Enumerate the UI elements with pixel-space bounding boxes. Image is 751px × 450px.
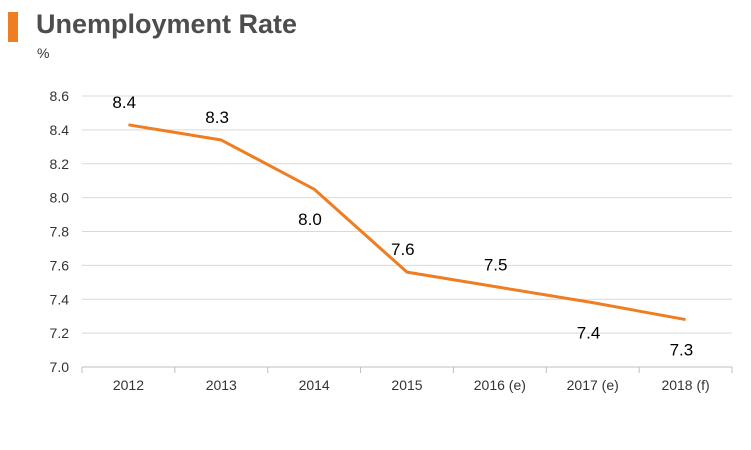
x-tick-label: 2012 xyxy=(113,377,144,393)
chart-title: Unemployment Rate xyxy=(36,9,298,39)
y-axis-unit: % xyxy=(37,45,50,61)
y-tick-label: 7.4 xyxy=(50,291,70,307)
gridlines xyxy=(82,95,732,368)
y-axis-ticks: 7.0 7.2 7.4 7.6 7.8 8.0 8.2 8.4 8.6 xyxy=(50,88,70,375)
y-tick-label: 7.2 xyxy=(50,325,70,341)
y-tick-label: 7.8 xyxy=(50,224,70,240)
data-label: 8.4 xyxy=(112,93,136,112)
data-label: 7.5 xyxy=(484,255,508,274)
x-tick-label: 2018 (f) xyxy=(661,377,709,393)
y-tick-label: 8.2 xyxy=(50,156,70,172)
x-axis xyxy=(81,366,733,373)
data-label: 8.3 xyxy=(205,108,229,127)
series-unemployment xyxy=(128,123,686,322)
y-tick-label: 8.0 xyxy=(50,190,70,206)
x-axis-ticks: 2012 2013 2014 2015 2016 (e) 2017 (e) 2018 (f) xyxy=(113,377,710,393)
x-tick-label: 2017 (e) xyxy=(567,377,619,393)
data-label: 8.0 xyxy=(298,210,322,229)
title-accent-bar xyxy=(8,12,18,42)
data-label: 7.6 xyxy=(391,240,415,259)
y-tick-label: 8.4 xyxy=(50,122,70,138)
x-tick-label: 2016 (e) xyxy=(474,377,526,393)
data-labels: 8.4 8.3 8.0 7.6 7.5 7.4 7.3 xyxy=(112,93,693,360)
x-tick-label: 2014 xyxy=(299,377,330,393)
x-tick-label: 2013 xyxy=(206,377,237,393)
y-tick-label: 8.6 xyxy=(50,88,70,104)
series-line xyxy=(128,123,686,322)
data-label: 7.3 xyxy=(670,341,694,360)
y-tick-label: 7.6 xyxy=(50,257,70,273)
y-tick-label: 7.0 xyxy=(50,359,70,375)
x-tick-label: 2015 xyxy=(391,377,422,393)
data-label: 7.4 xyxy=(577,324,601,343)
